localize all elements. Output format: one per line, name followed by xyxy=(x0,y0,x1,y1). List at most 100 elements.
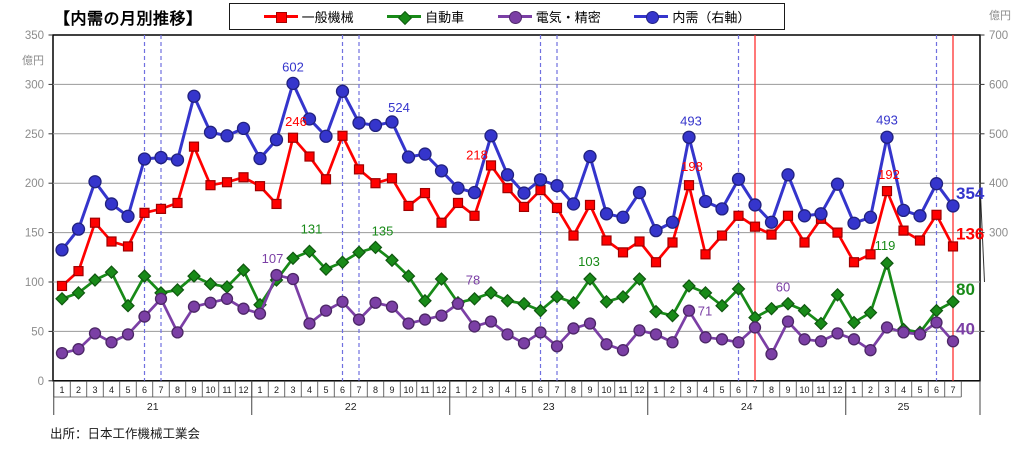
data-point xyxy=(385,300,399,313)
data-point xyxy=(699,331,712,344)
data-point xyxy=(632,185,647,200)
data-point xyxy=(171,326,184,339)
data-point xyxy=(914,235,926,246)
data-point xyxy=(683,180,695,191)
month-label: 7 xyxy=(356,385,361,395)
month-label: 3 xyxy=(686,385,691,395)
data-point xyxy=(649,304,663,319)
month-label: 6 xyxy=(934,385,939,395)
month-label: 8 xyxy=(175,385,180,395)
data-point xyxy=(897,326,910,339)
month-label: 11 xyxy=(816,385,825,395)
data-point xyxy=(649,223,663,238)
month-label: 2 xyxy=(868,385,873,395)
data-point xyxy=(451,297,465,310)
month-label: 1 xyxy=(455,385,460,395)
data-point xyxy=(335,255,350,270)
data-point xyxy=(500,293,515,308)
end-label: 136 xyxy=(956,224,984,243)
data-point xyxy=(302,244,317,259)
data-point xyxy=(814,316,828,331)
data-point xyxy=(517,186,531,200)
data-point xyxy=(864,344,877,357)
data-point xyxy=(204,296,217,309)
data-point xyxy=(733,210,744,221)
month-label: 3 xyxy=(884,385,889,395)
data-point xyxy=(286,272,300,286)
axis-ticks xyxy=(48,34,985,382)
data-point xyxy=(71,222,86,236)
data-point xyxy=(106,236,117,247)
data-point xyxy=(238,172,249,183)
data-point xyxy=(451,181,465,195)
data-point xyxy=(73,266,84,277)
data-point xyxy=(369,296,382,309)
data-point xyxy=(352,245,366,260)
source-note: 出所：日本工作機械工業会 xyxy=(50,427,201,441)
data-point xyxy=(401,269,416,283)
data-point xyxy=(667,237,678,248)
data-point xyxy=(665,215,680,229)
data-point xyxy=(353,164,365,175)
month-label: 4 xyxy=(505,385,510,395)
left-axis-tick-label: 300 xyxy=(25,79,44,91)
data-point xyxy=(302,112,317,126)
month-label: 3 xyxy=(488,385,493,395)
point-label: 131 xyxy=(301,221,323,236)
data-point xyxy=(434,272,449,286)
data-point xyxy=(764,215,779,229)
data-point xyxy=(698,194,713,209)
month-label: 8 xyxy=(769,385,774,395)
left-axis-tick-label: 150 xyxy=(25,228,44,240)
data-point xyxy=(566,197,581,211)
data-point xyxy=(682,130,696,144)
data-point xyxy=(551,202,563,213)
blue-circle-marker-icon xyxy=(634,10,669,24)
month-label: 3 xyxy=(92,385,97,395)
data-point xyxy=(946,294,960,309)
data-point xyxy=(121,328,135,341)
data-point xyxy=(484,129,498,143)
month-label: 5 xyxy=(719,385,724,395)
data-point xyxy=(385,253,399,268)
data-point xyxy=(600,338,613,351)
data-point xyxy=(401,150,416,164)
data-point xyxy=(269,133,284,147)
data-point xyxy=(286,251,300,266)
data-point xyxy=(533,303,548,318)
month-label: 11 xyxy=(618,385,627,395)
data-point xyxy=(104,265,119,279)
data-point xyxy=(221,177,233,188)
data-point xyxy=(865,249,876,260)
data-point xyxy=(170,153,185,167)
month-label: 12 xyxy=(436,385,446,395)
data-point xyxy=(617,247,629,258)
data-point xyxy=(946,335,960,348)
data-point xyxy=(533,173,548,187)
data-point xyxy=(154,292,168,305)
point-label: 524 xyxy=(388,100,410,115)
month-label: 5 xyxy=(323,385,328,395)
data-point xyxy=(535,185,546,196)
data-point xyxy=(485,160,497,171)
month-label: 9 xyxy=(389,385,394,395)
data-point xyxy=(335,84,350,98)
month-label: 4 xyxy=(307,385,312,395)
year-label: 22 xyxy=(345,401,357,413)
data-point xyxy=(863,210,878,224)
data-point xyxy=(568,230,579,241)
data-point xyxy=(271,198,282,210)
data-point xyxy=(270,268,283,282)
data-point xyxy=(89,217,101,228)
data-point xyxy=(105,336,118,349)
point-label: 103 xyxy=(578,254,600,269)
data-point xyxy=(337,130,348,141)
data-point xyxy=(896,203,911,218)
data-point xyxy=(170,283,185,297)
legend-label-automobile: 自動車 xyxy=(425,10,465,25)
left-axis-tick-label: 200 xyxy=(25,178,44,190)
month-label: 7 xyxy=(158,385,163,395)
data-point xyxy=(172,197,183,209)
data-point xyxy=(748,321,762,334)
data-point xyxy=(484,286,498,300)
